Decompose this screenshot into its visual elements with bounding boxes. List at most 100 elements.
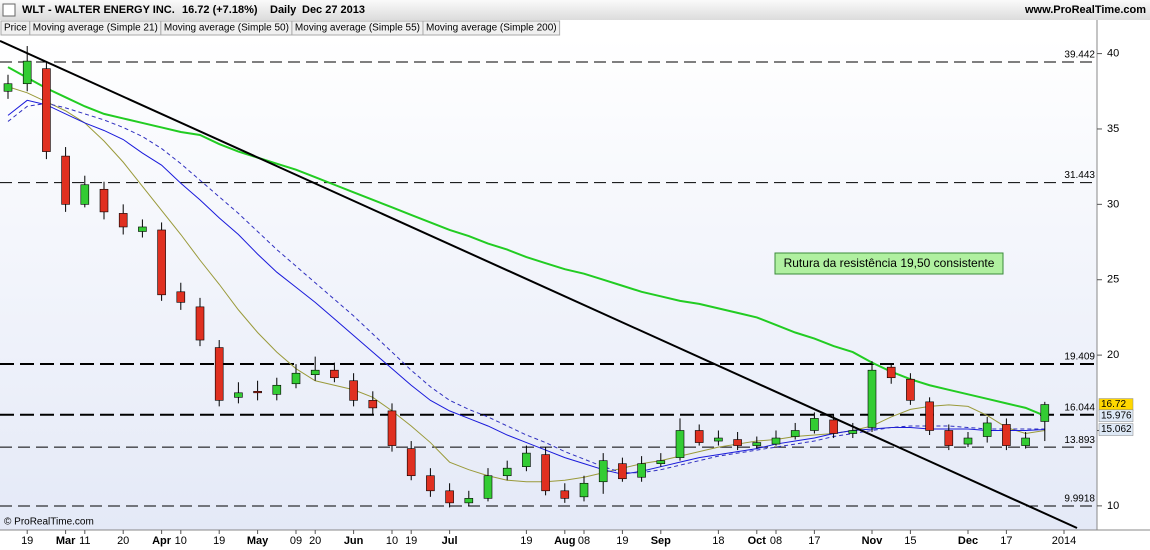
candle-body [330,369,339,379]
x-tick-label: Apr [152,535,172,547]
x-tick-label: 2014 [1052,535,1076,547]
level-label: 39.442 [1064,50,1095,61]
candle-body [656,460,666,464]
legend-entry: Moving average (Simple 200) [426,23,557,34]
end-label-box [1098,423,1134,436]
site: www.ProRealTime.com [1024,4,1146,16]
x-tick-label: May [247,535,269,547]
candle-body [522,452,531,467]
candle-body [733,439,742,446]
candle-body [944,430,954,446]
candle-body [99,188,109,213]
date: Dec 27 2013 [302,4,365,16]
legend-entry: Price [4,23,27,34]
x-tick-label: 08 [578,535,590,547]
x-tick-label: Jul [442,535,458,547]
candle-body [714,437,723,442]
x-tick-label: 19 [520,535,532,547]
candle-body [790,430,800,437]
candle-body [138,226,147,232]
period: Daily [270,4,297,16]
end-label: 15.976 [1101,410,1132,421]
candle-body [3,83,13,92]
quote: 16.72 (+7.18%) [182,4,258,16]
x-tick-label: 17 [808,535,820,547]
legend: Price Moving average (Simple 21) Moving av… [0,20,561,36]
candle-body [579,482,589,498]
candle-body [272,384,282,395]
candle-body [234,392,243,398]
y-tick-label: 20 [1107,349,1119,361]
candle-body [445,490,454,504]
x-tick-label: Dec [958,535,978,547]
x-tick-label: 19 [616,535,628,547]
candle-body [541,454,550,492]
candle-body [406,448,416,477]
candle-body [886,366,896,379]
level-label: 31.443 [1064,170,1095,181]
candle-body [637,463,646,478]
candle-body [368,400,378,409]
x-tick-label: Sep [651,535,671,547]
x-tick-label: 19 [405,535,417,547]
candle-body [253,390,262,394]
candle-body [963,437,973,445]
x-tick-label: 20 [117,535,129,547]
candle-body [925,401,934,431]
candle-body [464,498,474,504]
candle-body [502,467,512,477]
x-tick-label: 17 [1000,535,1012,547]
candle-body [61,155,70,205]
candle-body [848,430,858,434]
title: WLT - WALTER ENERGY INC. [22,4,175,16]
candle-body [483,475,493,499]
candle-body [829,419,838,434]
legend-entry: Moving average (Simple 50) [164,23,289,34]
header-bar [0,0,1150,20]
candle-body [982,422,992,437]
candle-body [157,229,166,296]
footer: © ProRealTime.com [4,517,94,528]
x-tick-label: 10 [386,535,398,547]
x-tick-label: Mar [56,535,76,547]
candle-body [42,68,51,152]
candle-body [195,306,205,341]
x-tick-label: 11 [79,535,90,547]
y-tick-label: 10 [1107,500,1119,512]
candle-body [867,369,877,428]
x-tick-label: 19 [213,535,225,547]
x-tick-label: 19 [21,535,33,547]
candle-body [310,369,320,376]
trendline [0,40,1078,529]
candle-body [214,347,224,401]
x-tick-label: 15 [904,535,916,547]
x-tick-label: 20 [309,535,321,547]
candle-body [291,372,301,385]
candle-body [349,380,358,401]
candle-body [598,460,608,483]
candle-body [80,184,90,205]
candle-body [1021,437,1030,446]
level-label: 13.893 [1064,435,1095,446]
candle-body [694,430,704,443]
level-label: 16.044 [1064,402,1095,413]
y-tick-label: 40 [1107,47,1119,59]
candle-body [1040,404,1050,422]
candle-body [387,410,397,446]
legend-box [422,20,561,36]
candle-body [560,490,570,499]
moving-average [7,102,1045,474]
x-tick-label: 09 [290,535,302,547]
x-tick-label: Nov [862,535,884,547]
x-tick-label: Oct [748,535,767,547]
x-tick-label: Jun [344,535,364,547]
y-tick-label: 25 [1107,274,1119,286]
candle-body [771,437,781,445]
legend-entry: Moving average (Simple 21) [33,23,158,34]
x-tick-label: 10 [175,535,187,547]
y-tick-label: 30 [1107,198,1119,210]
candle-body [906,378,915,401]
x-tick-label: 18 [712,535,724,547]
candle-body [675,430,685,458]
